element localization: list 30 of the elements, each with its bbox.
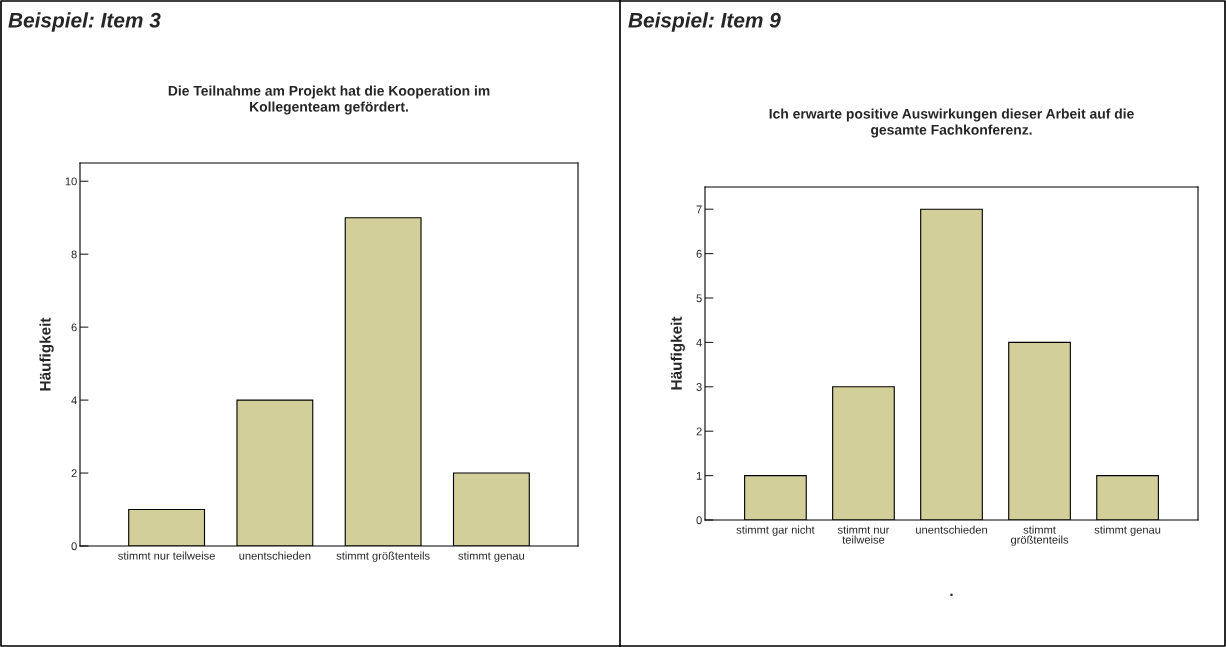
chart-subtitle: Die Teilnahme am Projekt hat die Kooperation im Kollegenteam gefördert.: [168, 85, 490, 115]
chart-title: Beispiel: Item 9: [628, 12, 781, 32]
y-tick-label: 4: [696, 338, 702, 347]
y-tick-label: 8: [71, 250, 77, 259]
x-tick-label: unentschieden: [239, 551, 311, 560]
y-tick-label: 7: [696, 205, 702, 214]
y-tick-label: 0: [71, 542, 77, 551]
y-tick-label: 5: [696, 294, 702, 303]
x-tick-label: unentschieden: [916, 525, 987, 534]
x-tick-label: stimmt genau: [1094, 525, 1161, 536]
text: .: [950, 593, 953, 596]
x-tick-label: stimmt nur teilweise: [837, 525, 890, 544]
x-tick-label: stimmt größtenteils: [336, 551, 430, 562]
y-tick-label: 1: [696, 471, 702, 480]
y-tick-label: 3: [696, 383, 702, 391]
x-tick-label: stimmt größtenteils: [1010, 525, 1069, 546]
x-tick-label: stimmt nur teilweise: [118, 551, 215, 560]
y-tick-label: 6: [71, 323, 77, 332]
x-tick-label: stimmt gar nicht: [736, 525, 815, 536]
y-tick-label: 0: [696, 516, 702, 525]
y-axis-title: Häufigkeit: [39, 317, 54, 391]
chart-subtitle: Ich erwarte positive Auswirkungen dieser Arbeit auf die gesamte Fachkonferenz.: [769, 108, 1134, 138]
y-tick-label: 6: [696, 249, 702, 258]
chart-title: Beispiel: Item 3: [8, 12, 161, 32]
x-tick-label: stimmt genau: [458, 551, 524, 562]
y-tick-label: 2: [696, 427, 702, 436]
y-tick-label: 10: [65, 177, 77, 186]
y-tick-label: 4: [71, 396, 77, 405]
y-axis-title: Häufigkeit: [670, 316, 685, 390]
y-tick-label: 2: [71, 469, 77, 478]
